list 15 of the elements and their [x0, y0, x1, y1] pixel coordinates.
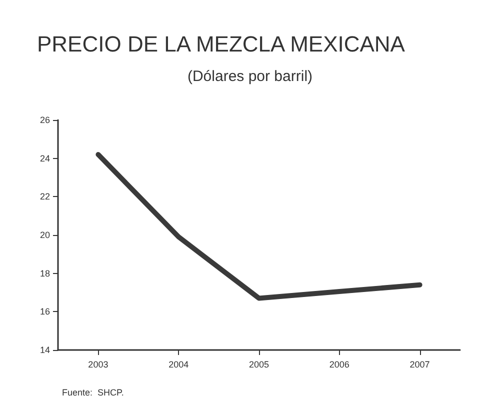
- x-tick-label: 2003: [88, 360, 108, 370]
- y-tick-label: 20: [40, 230, 50, 240]
- y-tick-label: 18: [40, 268, 50, 278]
- x-tick-label: 2006: [329, 360, 350, 370]
- y-tick-label: 16: [40, 306, 50, 317]
- chart-subtitle: (Dólares por barril): [187, 68, 313, 85]
- source-note: Fuente: SHCP.: [62, 388, 124, 398]
- x-tick-label: 2007: [410, 360, 430, 370]
- y-tick-label: 26: [40, 115, 50, 125]
- x-tick-label: 2004: [168, 360, 189, 370]
- chart-title: PRECIO DE LA MEZCLA MEXICANA: [37, 32, 406, 56]
- y-tick-label: 22: [40, 192, 50, 202]
- y-tick-label: 24: [40, 153, 50, 164]
- x-tick-label: 2005: [248, 360, 270, 370]
- y-tick-label: 14: [40, 345, 50, 355]
